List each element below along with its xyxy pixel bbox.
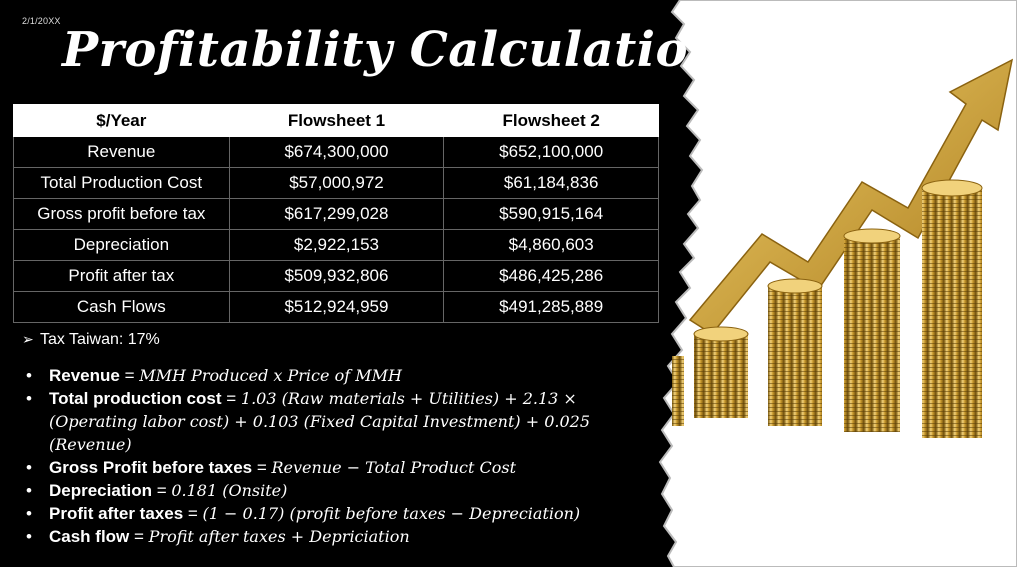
list-item: • Total production cost = 1.03 (Raw mater… xyxy=(24,387,664,456)
row-label: Profit after tax xyxy=(13,260,230,292)
flowsheet-1-value: $509,932,806 xyxy=(228,260,445,292)
list-item: • Profit after taxes = (1 − 0.17) (profit… xyxy=(24,502,664,525)
formula-expression: Profit after taxes + Depriciation xyxy=(148,527,410,546)
flowsheet-2-value: $590,915,164 xyxy=(443,198,659,230)
flowsheet-2-value: $652,100,000 xyxy=(443,136,659,168)
table-row: Profit after tax $509,932,806 $486,425,2… xyxy=(13,260,659,292)
flowsheet-2-value: $61,184,836 xyxy=(443,167,659,199)
list-item: • Cash flow = Profit after taxes + Depric… xyxy=(24,525,664,548)
slide-title: Profitability Calculation xyxy=(62,22,724,78)
table-row: Revenue $674,300,000 $652,100,000 xyxy=(13,136,659,168)
bullet-icon: • xyxy=(26,389,32,408)
column-header-year: $/Year xyxy=(13,104,230,137)
formula-term: Revenue xyxy=(49,366,120,385)
list-item: • Gross Profit before taxes = Revenue − T… xyxy=(24,456,664,479)
tax-note: ➢ Tax Taiwan: 17% xyxy=(22,331,160,349)
formula-sep: = xyxy=(119,366,140,385)
formula-term: Cash flow xyxy=(49,527,130,546)
row-label: Cash Flows xyxy=(13,291,230,323)
bullet-icon: • xyxy=(26,504,32,523)
formula-list: • Revenue = MMH Produced x Price of MMH •… xyxy=(24,364,664,548)
table-header-row: $/Year Flowsheet 1 Flowsheet 2 xyxy=(13,104,659,137)
gold-coin-stacks-icon xyxy=(672,179,983,438)
row-label: Gross profit before tax xyxy=(13,198,230,230)
table-row: Depreciation $2,922,153 $4,860,603 xyxy=(13,229,659,261)
bullet-icon: • xyxy=(26,458,32,477)
formula-sep: = xyxy=(252,458,272,477)
formula-expression: 0.181 (Onsite) xyxy=(171,481,288,500)
flowsheet-1-value: $512,924,959 xyxy=(228,291,445,323)
table-row: Cash Flows $512,924,959 $491,285,889 xyxy=(13,291,659,323)
bullet-icon: • xyxy=(26,366,32,385)
row-label: Total Production Cost xyxy=(13,167,230,199)
formula-sep: = xyxy=(129,527,149,546)
formula-term: Total production cost xyxy=(49,389,222,408)
slide-date: 2/1/20XX xyxy=(22,16,61,26)
flowsheet-1-value: $2,922,153 xyxy=(228,229,445,261)
growth-arrow-icon xyxy=(688,58,1014,335)
formula-sep: = xyxy=(151,481,172,500)
flowsheet-2-value: $491,285,889 xyxy=(443,291,659,323)
flowsheet-2-value: $486,425,286 xyxy=(443,260,659,292)
column-header-flowsheet-2: Flowsheet 2 xyxy=(443,104,659,137)
formula-expression: 1.03 (Raw materials + Utilities) + 2.13 … xyxy=(49,389,591,454)
formula-sep: = xyxy=(221,389,241,408)
bullet-icon: • xyxy=(26,481,32,500)
formula-term: Profit after taxes xyxy=(49,504,184,523)
formula-expression: Revenue − Total Product Cost xyxy=(271,458,517,477)
bullet-icon: • xyxy=(26,527,32,546)
row-label: Depreciation xyxy=(13,229,230,261)
column-header-flowsheet-1: Flowsheet 1 xyxy=(228,104,445,137)
arrow-bullet-icon: ➢ xyxy=(22,331,34,347)
profitability-table: $/Year Flowsheet 1 Flowsheet 2 Revenue $… xyxy=(13,104,659,323)
formula-term: Gross Profit before taxes xyxy=(49,458,253,477)
formula-term: Depreciation xyxy=(49,481,152,500)
flowsheet-1-value: $57,000,972 xyxy=(228,167,445,199)
list-item: • Depreciation = 0.181 (Onsite) xyxy=(24,479,664,502)
table-row: Gross profit before tax $617,299,028 $59… xyxy=(13,198,659,230)
formula-expression: MMH Produced x Price of MMH xyxy=(139,366,402,385)
tax-note-text: Tax Taiwan: 17% xyxy=(40,331,160,348)
formula-expression: (1 − 0.17) (profit before taxes − Deprec… xyxy=(202,504,581,523)
flowsheet-1-value: $617,299,028 xyxy=(228,198,445,230)
table-row: Total Production Cost $57,000,972 $61,18… xyxy=(13,167,659,199)
formula-sep: = xyxy=(183,504,203,523)
flowsheet-2-value: $4,860,603 xyxy=(443,229,659,261)
list-item: • Revenue = MMH Produced x Price of MMH xyxy=(24,364,664,387)
flowsheet-1-value: $674,300,000 xyxy=(228,136,445,168)
row-label: Revenue xyxy=(13,136,230,168)
